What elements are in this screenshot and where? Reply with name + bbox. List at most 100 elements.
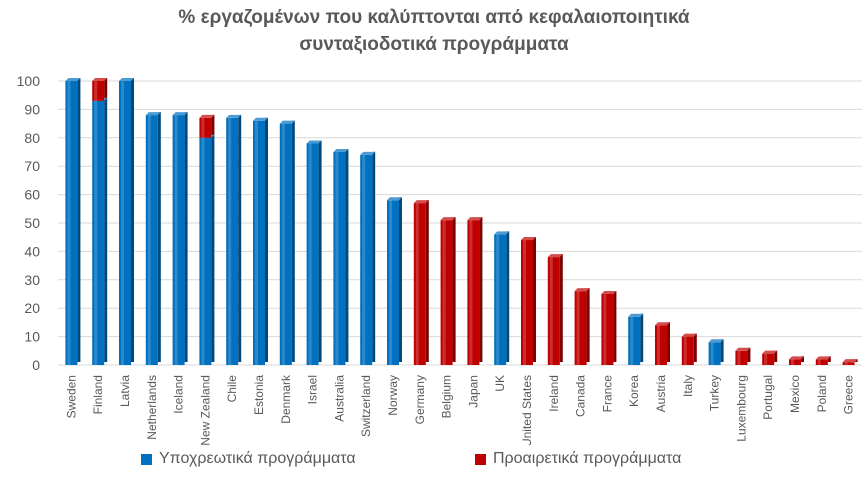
bar-top (762, 350, 778, 354)
x-tick-label: Mexico (788, 375, 802, 413)
bar-side (801, 356, 804, 362)
bar-highlight (737, 350, 741, 365)
x-tick-label: Switzerland (359, 375, 373, 437)
bar-voluntary (440, 220, 453, 365)
bar-top (815, 356, 831, 360)
bar-mandatory (387, 200, 399, 365)
x-tick-label: Latvia (118, 375, 132, 407)
bar-side (104, 97, 108, 362)
bar-highlight (335, 152, 339, 365)
bar-side (640, 313, 644, 362)
bar-highlight (228, 117, 232, 365)
bar-mandatory (360, 154, 373, 365)
x-tick-label: Ireland (547, 375, 561, 412)
bar-mandatory (92, 100, 105, 365)
x-tick-label: Canada (574, 375, 588, 417)
bar-side (693, 333, 697, 362)
bar-highlight (844, 362, 848, 365)
y-tick-label: 10 (24, 329, 40, 345)
bar-side (318, 140, 322, 362)
bar-mandatory (708, 342, 721, 365)
x-tick-label: France (600, 375, 614, 413)
bar-top (65, 78, 81, 81)
bar-top (789, 356, 804, 360)
chart-legend: Υποχρεωτικά προγράμματα Προαιρετικά προγ… (0, 448, 868, 472)
bar-highlight (817, 359, 821, 365)
bar-top (547, 254, 563, 258)
y-tick-label: 60 (24, 187, 40, 203)
legend-item-mandatory: Υποχρεωτικά προγράμματα (141, 448, 356, 470)
bar-top (708, 339, 724, 343)
bar-side (372, 151, 376, 362)
bar-highlight (174, 115, 178, 365)
bar-voluntary (467, 220, 480, 365)
bar-highlight (442, 220, 446, 365)
legend-swatch-mandatory (141, 453, 152, 465)
bar-highlight (549, 257, 553, 365)
bar-voluntary (199, 117, 212, 138)
bar-highlight (389, 200, 392, 365)
bar-top (226, 114, 242, 118)
bar-top (253, 117, 268, 121)
bar-highlight (657, 325, 660, 365)
bar-side (345, 149, 349, 362)
y-tick-label: 0 (32, 357, 40, 373)
bar-voluntary (681, 336, 694, 365)
bar-highlight (147, 115, 151, 365)
x-tick-label: Greece (842, 375, 856, 415)
bar-top (467, 217, 483, 221)
y-tick-label: 90 (24, 101, 40, 117)
bar-highlight (683, 336, 687, 365)
bar-top (145, 112, 161, 116)
bar-voluntary (842, 362, 855, 365)
x-tick-label: Norway (386, 375, 400, 416)
bar-top (601, 291, 617, 294)
bar-highlight (94, 81, 98, 101)
bar-top (521, 237, 536, 241)
y-tick-label: 100 (17, 73, 41, 89)
bar-highlight (362, 154, 366, 365)
chart-title: % εργαζομένων που καλύπτονται από κεφαλα… (0, 4, 868, 58)
bar-voluntary (92, 81, 105, 101)
x-tick-label: United States (520, 375, 534, 445)
x-tick-label: Israel (306, 375, 320, 404)
bar-side (238, 114, 242, 362)
bar-top (199, 114, 215, 118)
bar-mandatory (253, 120, 265, 365)
bar-side (479, 217, 483, 362)
y-tick-label: 80 (24, 130, 40, 146)
bar-voluntary (574, 291, 587, 365)
bar-voluntary (521, 240, 533, 365)
bar-top (306, 140, 322, 144)
bar-side (399, 197, 402, 362)
bar-highlight (523, 240, 526, 365)
bar-mandatory (65, 81, 78, 365)
bar-voluntary (547, 257, 560, 365)
x-tick-label: Poland (815, 375, 829, 412)
bar-side (452, 217, 456, 362)
x-tick-label: Luxembourg (734, 375, 748, 442)
bar-side (265, 117, 268, 362)
bar-top (172, 112, 188, 116)
x-tick-label: Sweden (64, 375, 78, 418)
bar-top (360, 151, 376, 155)
bar-highlight (94, 100, 98, 365)
bar-side (720, 339, 724, 362)
bar-side (291, 120, 295, 362)
y-tick-label: 40 (24, 243, 40, 259)
bar-side (827, 356, 831, 362)
x-tick-label: Japan (466, 375, 480, 408)
bar-highlight (764, 353, 768, 365)
bar-side (586, 288, 590, 362)
chart-title-line-1: % εργαζομένων που καλύπτονται από κεφαλα… (178, 7, 690, 28)
bar-side (559, 254, 563, 362)
bar-mandatory (279, 123, 292, 365)
bar-highlight (469, 220, 473, 365)
bar-side (157, 112, 161, 362)
bar-side (667, 322, 670, 362)
y-tick-label: 20 (24, 300, 40, 316)
bar-top (119, 78, 134, 81)
bar-top (574, 288, 590, 292)
bar-mandatory (119, 81, 131, 365)
bar-voluntary (789, 359, 801, 365)
